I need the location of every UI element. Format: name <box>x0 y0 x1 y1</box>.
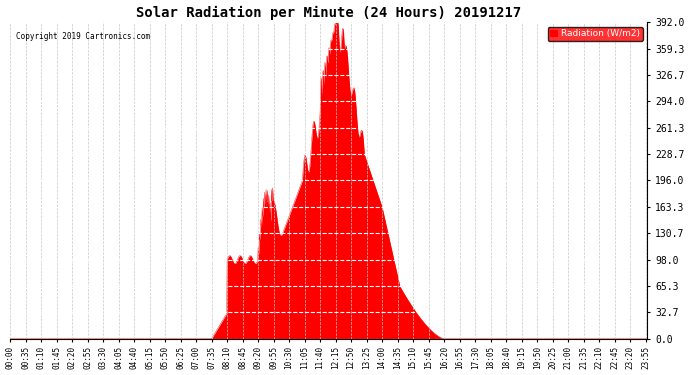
Legend: Radiation (W/m2): Radiation (W/m2) <box>548 27 643 41</box>
Title: Solar Radiation per Minute (24 Hours) 20191217: Solar Radiation per Minute (24 Hours) 20… <box>136 6 522 20</box>
Text: Copyright 2019 Cartronics.com: Copyright 2019 Cartronics.com <box>17 32 150 41</box>
